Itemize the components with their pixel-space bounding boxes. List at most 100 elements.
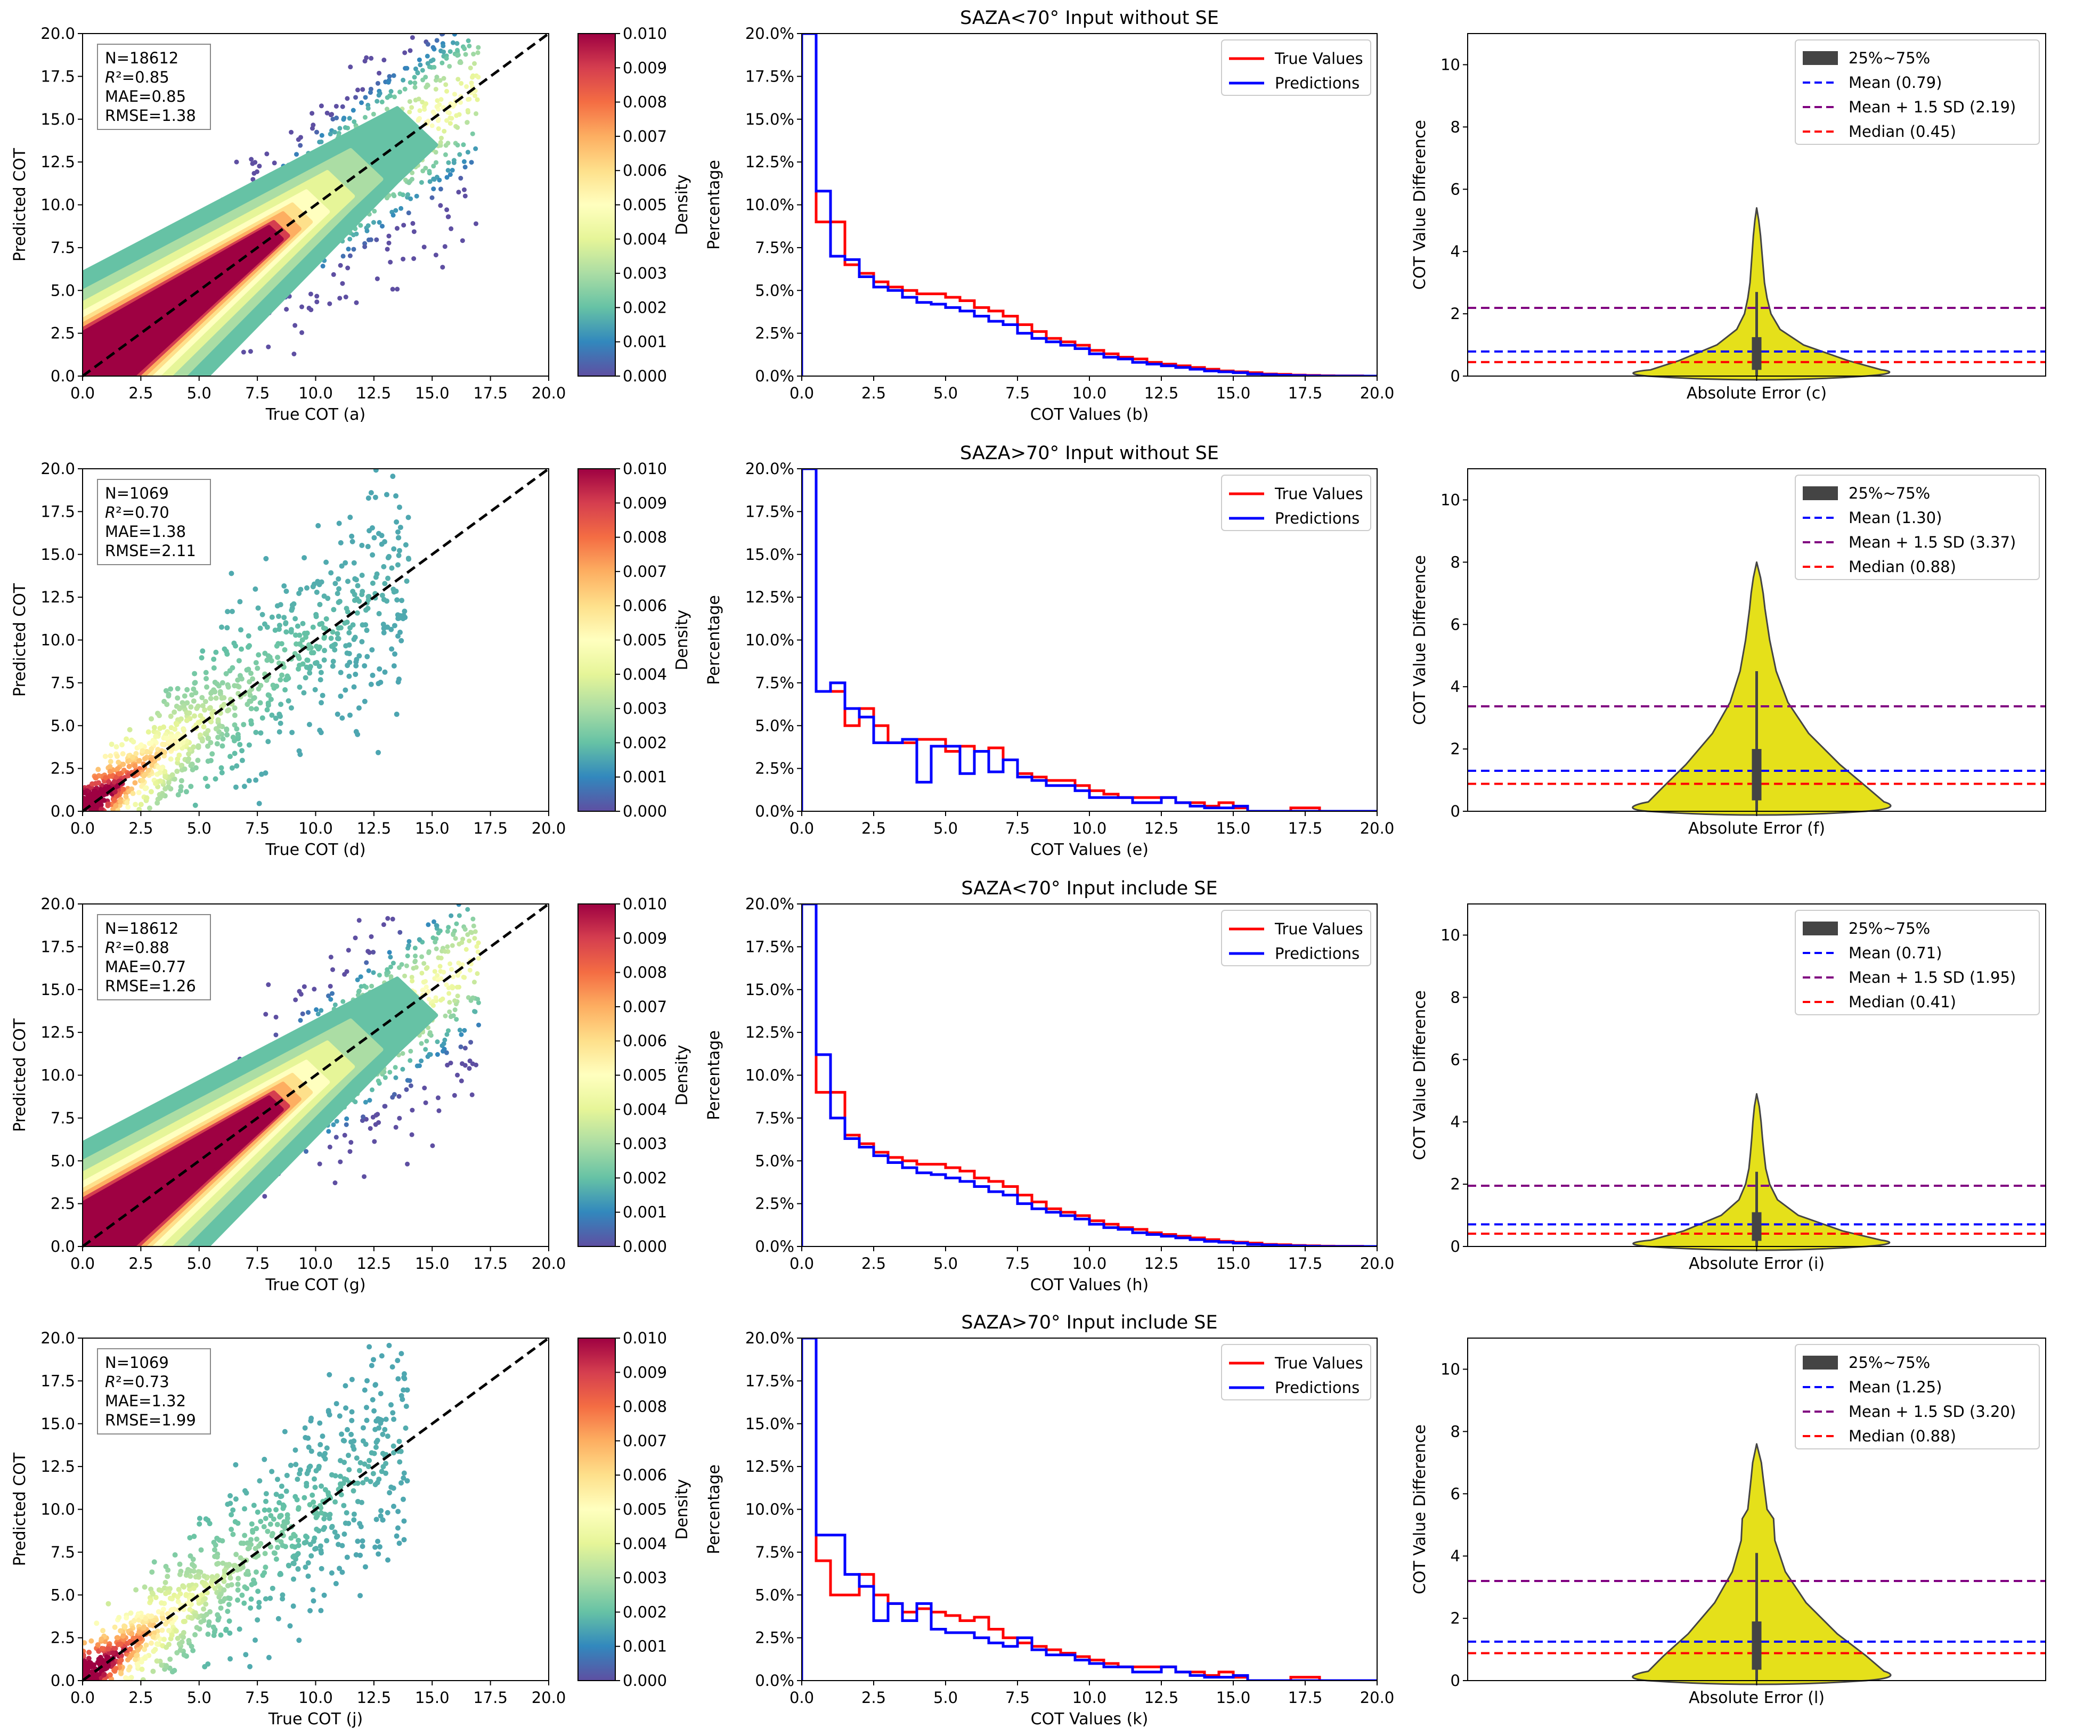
scatter-point bbox=[397, 525, 403, 531]
scatter-point bbox=[375, 276, 380, 281]
scatter-point bbox=[322, 634, 328, 640]
scatter-point bbox=[388, 259, 393, 265]
scatter-point bbox=[326, 993, 331, 999]
scatter-point bbox=[426, 989, 431, 994]
scatter-point bbox=[475, 997, 481, 1002]
hist-ytick-label: 2.5% bbox=[755, 324, 794, 343]
scatter-point bbox=[438, 135, 444, 141]
scatter-ytick-label: 15.0 bbox=[40, 545, 75, 564]
scatter-point bbox=[355, 977, 360, 982]
scatter-point bbox=[410, 1107, 415, 1113]
scatter-point bbox=[452, 92, 457, 97]
scatter-point bbox=[319, 621, 325, 626]
scatter-point bbox=[330, 629, 336, 635]
scatter-ytick-label: 15.0 bbox=[40, 110, 75, 128]
scatter-point bbox=[136, 806, 142, 811]
scatter-point bbox=[323, 616, 329, 622]
scatter-point bbox=[298, 135, 303, 140]
scatter-point bbox=[447, 49, 453, 54]
scatter-point bbox=[279, 672, 285, 678]
violin-ytick-label: 6 bbox=[1451, 615, 1460, 633]
scatter-point bbox=[363, 622, 369, 627]
scatter-point bbox=[237, 599, 243, 605]
scatter-point bbox=[470, 131, 475, 136]
scatter-point bbox=[283, 629, 289, 635]
scatter-point bbox=[101, 792, 107, 797]
scatter-point bbox=[362, 115, 368, 120]
scatter-point bbox=[375, 80, 380, 86]
scatter-point bbox=[151, 724, 157, 730]
scatter-point bbox=[250, 177, 256, 182]
scatter-point bbox=[461, 187, 467, 192]
scatter-point bbox=[302, 555, 307, 561]
scatter-point bbox=[440, 265, 445, 270]
scatter-point bbox=[393, 1065, 398, 1070]
scatter-point bbox=[397, 930, 403, 935]
scatter-point bbox=[421, 244, 427, 250]
colorbar-tick-label: 0.001 bbox=[623, 768, 667, 786]
scatter-point bbox=[168, 756, 174, 762]
scatter-point bbox=[346, 247, 351, 252]
scatter-point bbox=[359, 100, 364, 105]
scatter-point bbox=[173, 733, 178, 739]
scatter-point bbox=[320, 264, 325, 269]
scatter-point bbox=[394, 597, 400, 603]
scatter-point bbox=[356, 598, 362, 604]
scatter-point bbox=[359, 592, 365, 598]
scatter-point bbox=[368, 490, 374, 495]
scatter-point bbox=[188, 784, 194, 789]
scatter-point bbox=[328, 570, 334, 576]
scatter-point bbox=[465, 907, 470, 912]
scatter-point bbox=[295, 653, 301, 659]
scatter-point bbox=[219, 704, 225, 710]
scatter-point bbox=[408, 1048, 413, 1054]
scatter-point bbox=[369, 55, 374, 61]
scatter-point bbox=[257, 164, 262, 169]
scatter-point bbox=[116, 771, 122, 777]
legend-label: Median (0.45) bbox=[1849, 123, 1956, 141]
scatter-point bbox=[412, 75, 417, 80]
colorbar-tick-label: 0.000 bbox=[623, 802, 667, 820]
scatter-point bbox=[355, 87, 360, 93]
scatter-point bbox=[338, 693, 344, 699]
hist-xtick-label: 10.0 bbox=[1072, 384, 1107, 402]
scatter-point bbox=[202, 699, 208, 705]
scatter-point bbox=[343, 643, 349, 649]
scatter-point bbox=[469, 160, 474, 165]
scatter-point bbox=[233, 784, 239, 790]
scatter-point bbox=[145, 768, 151, 773]
scatter-point bbox=[441, 76, 446, 81]
scatter-point bbox=[164, 735, 169, 741]
scatter-point bbox=[416, 96, 421, 102]
scatter-point bbox=[423, 75, 428, 80]
scatter-point bbox=[124, 800, 130, 805]
scatter-point bbox=[149, 762, 154, 768]
scatter-point bbox=[224, 625, 230, 631]
scatter-panel: 0.0 2.5 5.0 7.5 10.0 12.5 15.0 17.5 20.00.02.55.… bbox=[11, 460, 691, 859]
scatter-point bbox=[148, 740, 154, 746]
scatter-point bbox=[262, 1194, 267, 1199]
scatter-point bbox=[353, 663, 359, 669]
scatter-point bbox=[343, 125, 348, 130]
scatter-point bbox=[278, 602, 283, 608]
scatter-point bbox=[470, 916, 476, 922]
scatter-point bbox=[345, 663, 351, 669]
scatter-point bbox=[83, 803, 86, 809]
scatter-point bbox=[432, 111, 437, 116]
scatter-point bbox=[432, 969, 437, 974]
hist-xtick-label: 17.5 bbox=[1288, 384, 1323, 402]
scatter-point bbox=[402, 615, 408, 621]
scatter-point bbox=[264, 707, 270, 713]
scatter-point bbox=[162, 769, 168, 775]
scatter-point bbox=[125, 773, 131, 779]
scatter-point bbox=[434, 946, 439, 951]
scatter-point bbox=[343, 687, 348, 693]
scatter-point bbox=[289, 129, 294, 135]
scatter-point bbox=[142, 756, 148, 762]
scatter-point bbox=[347, 116, 352, 121]
scatter-point bbox=[466, 38, 471, 44]
hist-ytick-label: 7.5% bbox=[755, 239, 794, 257]
series-line-predictions bbox=[802, 34, 1377, 376]
hist-xtick-label: 12.5 bbox=[1144, 384, 1179, 402]
scatter-point bbox=[377, 219, 382, 225]
